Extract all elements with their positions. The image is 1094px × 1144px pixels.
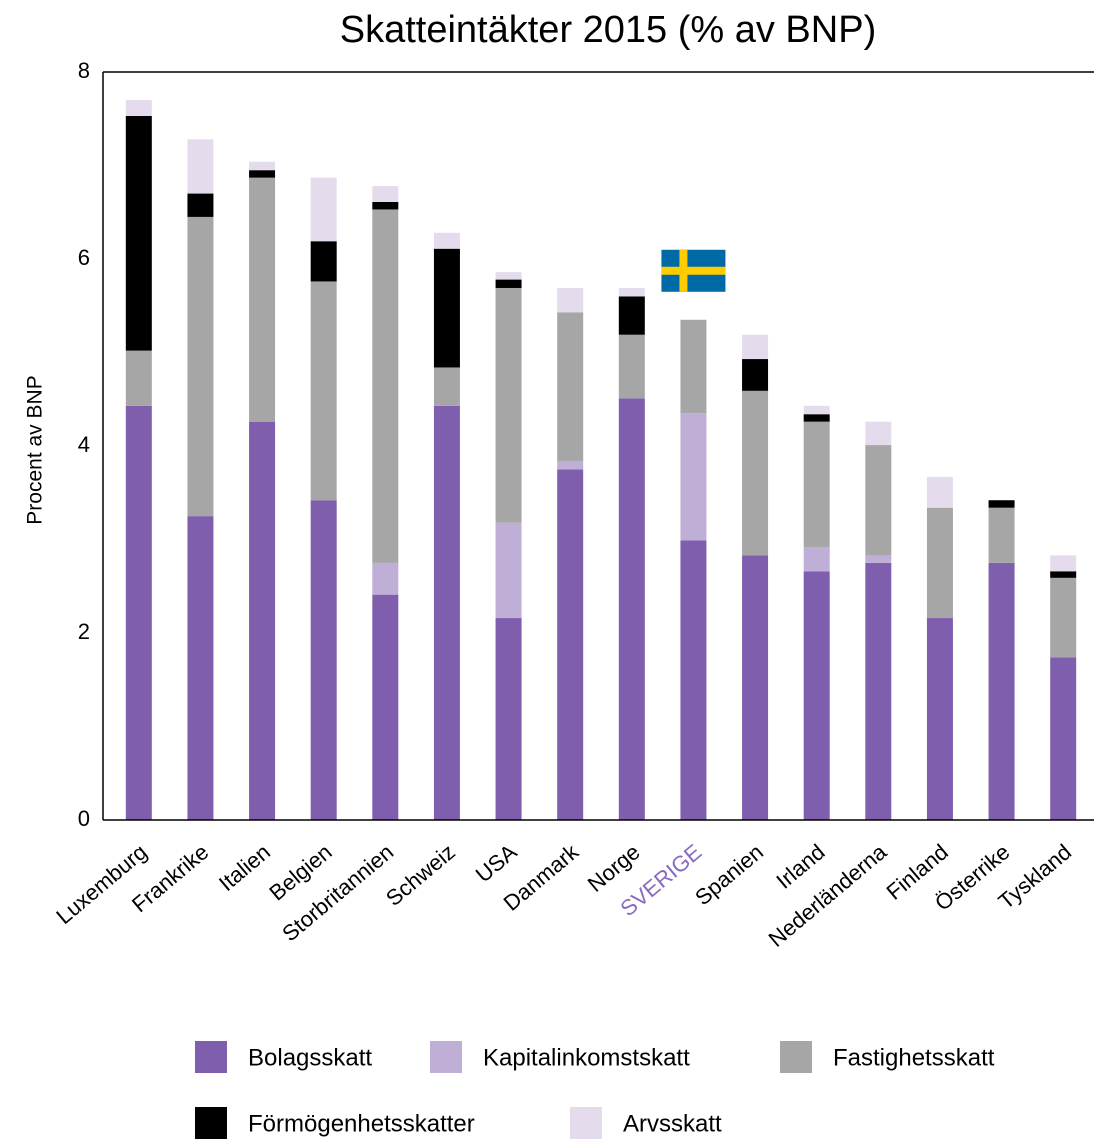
- y-tick-label: 8: [78, 58, 90, 83]
- bar-segment: [495, 272, 522, 280]
- bar-segment: [988, 507, 1015, 563]
- bar-segment: [433, 405, 460, 820]
- bar-segment: [125, 115, 152, 351]
- bar-segment: [803, 405, 830, 415]
- legend-swatch: [780, 1041, 812, 1073]
- bar-segment: [372, 209, 399, 563]
- bar-segment: [249, 161, 276, 171]
- bar-segment: [433, 232, 460, 249]
- bar-segment: [803, 546, 830, 572]
- legend-label: Fastighetsskatt: [833, 1044, 995, 1071]
- bar-segment: [249, 421, 276, 820]
- bar-segment: [249, 170, 276, 178]
- bar-segment: [680, 540, 707, 820]
- bar-segment: [865, 445, 892, 556]
- legend-swatch: [195, 1107, 227, 1139]
- bar-segment: [742, 390, 769, 556]
- bar-segment: [618, 296, 645, 335]
- bar-segment: [495, 522, 522, 619]
- bar-segment: [433, 367, 460, 406]
- bar-segment: [618, 287, 645, 297]
- bar-segment: [1050, 571, 1077, 578]
- bar-segment: [926, 476, 953, 508]
- bar-segment: [865, 555, 892, 563]
- bar-segment: [372, 594, 399, 820]
- legend-label: Arvsskatt: [623, 1110, 722, 1137]
- y-axis-label: Procent av BNP: [24, 375, 47, 524]
- bar-segment: [742, 555, 769, 820]
- bar-segment: [803, 571, 830, 820]
- bar-segment: [125, 350, 152, 406]
- legend-swatch: [570, 1107, 602, 1139]
- bar-segment: [495, 287, 522, 523]
- bar-segment: [125, 405, 152, 820]
- bar-segment: [310, 281, 337, 501]
- bar-segment: [372, 186, 399, 202]
- legend-swatch: [195, 1041, 227, 1073]
- bar-segment: [926, 507, 953, 619]
- x-tick-label: Nederländerna: [764, 839, 892, 952]
- bar-segment: [372, 562, 399, 595]
- bar-segment: [803, 414, 830, 422]
- bar-segment: [310, 241, 337, 282]
- bar-segment: [310, 177, 337, 242]
- x-tick-label: Luxemburg: [51, 839, 151, 929]
- x-tick-label: Schweiz: [381, 839, 460, 911]
- bar-segment: [803, 421, 830, 547]
- bar-segment: [988, 562, 1015, 820]
- bar-segment: [557, 460, 584, 470]
- bar-segment: [249, 177, 276, 422]
- bar-segment: [618, 398, 645, 820]
- bar-segment: [865, 562, 892, 820]
- bar-segment: [680, 413, 707, 541]
- bar-segment: [187, 216, 214, 517]
- bar-segment: [125, 100, 152, 116]
- x-tick-label: Spanien: [690, 839, 768, 910]
- y-tick-label: 2: [78, 619, 90, 644]
- bar-segment: [1050, 577, 1077, 658]
- legend-label: Förmögenhetsskatter: [248, 1110, 475, 1137]
- bar-segment: [187, 139, 214, 194]
- bar-segment: [372, 201, 399, 210]
- bar-segment: [618, 334, 645, 399]
- legend-label: Bolagsskatt: [248, 1044, 372, 1071]
- bar-segment: [433, 248, 460, 368]
- bar-segment: [1050, 657, 1077, 820]
- bar-segment: [680, 319, 707, 414]
- bar-segment: [865, 421, 892, 446]
- bar-segment: [1050, 555, 1077, 572]
- flag-cross: [679, 249, 688, 292]
- bar-segment: [557, 312, 584, 461]
- y-tick-label: 4: [78, 432, 90, 457]
- flag-cross: [661, 266, 726, 275]
- y-tick-label: 6: [78, 245, 90, 270]
- bar-segment: [926, 618, 953, 820]
- bar-segment: [495, 618, 522, 820]
- bar-segment: [557, 469, 584, 820]
- bar-segment: [187, 516, 214, 820]
- bar-segment: [557, 287, 584, 313]
- bar-segment: [988, 500, 1015, 508]
- bar-segment: [742, 359, 769, 391]
- legend-label: Kapitalinkomstskatt: [483, 1044, 690, 1071]
- x-tick-label: USA: [471, 839, 522, 887]
- y-tick-label: 0: [78, 806, 90, 831]
- bar-segment: [495, 279, 522, 288]
- chart-title: Skatteintäkter 2015 (% av BNP): [340, 9, 876, 51]
- bar-segment: [310, 500, 337, 820]
- bar-segment: [187, 193, 214, 217]
- bar-segment: [742, 334, 769, 360]
- legend-swatch: [430, 1041, 462, 1073]
